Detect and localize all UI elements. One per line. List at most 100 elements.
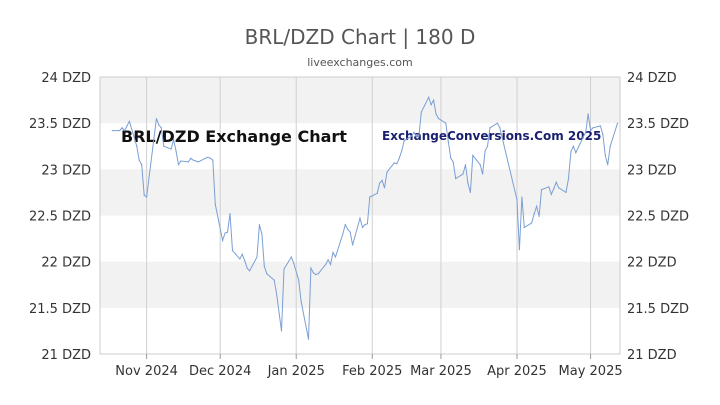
data-point (327, 259, 329, 261)
y-tick-label-right: 22.5 DZD (627, 210, 689, 225)
data-point (369, 196, 371, 198)
data-point (366, 223, 368, 225)
data-point (602, 133, 604, 135)
watermark-right: ExchangeConversions.Com 2025 (382, 129, 601, 143)
data-point (187, 161, 189, 163)
data-point (496, 122, 498, 124)
data-point (484, 150, 486, 152)
data-point (521, 196, 523, 198)
data-point (418, 135, 420, 137)
data-point (565, 191, 567, 194)
data-point (589, 129, 592, 132)
data-point (315, 273, 317, 276)
data-point (585, 131, 587, 133)
y-axis-labels: 24 DZD 24 DZD 23.5 DZD 23.5 DZD 23 DZD 23 DZD… (29, 71, 689, 363)
data-point (283, 268, 285, 270)
data-point (553, 188, 555, 190)
chart-title: BRL/DZD Chart | 180 D (244, 25, 476, 49)
data-point (263, 265, 265, 267)
x-tick-label: Jan 2025 (267, 364, 325, 379)
vertical-gridlines (146, 77, 592, 354)
data-point (550, 193, 552, 195)
data-point (349, 231, 351, 233)
y-tick-label-left: 22.5 DZD (29, 210, 91, 225)
data-point (379, 182, 381, 184)
data-point (119, 129, 121, 132)
data-point (175, 150, 177, 152)
data-point (300, 300, 302, 302)
data-point (239, 258, 241, 260)
data-point (293, 262, 295, 265)
data-point (469, 191, 471, 194)
data-point (359, 217, 361, 219)
background-band (100, 77, 620, 124)
data-point (531, 222, 533, 224)
data-point (222, 239, 224, 242)
background-bands (100, 77, 620, 308)
data-point (486, 145, 489, 147)
y-tick-label-right: 23 DZD (627, 163, 677, 178)
chart-subtitle: liveexchanges.com (307, 56, 413, 69)
y-tick-label-right: 22 DZD (627, 256, 677, 271)
data-point (170, 148, 172, 150)
data-point (437, 117, 440, 120)
data-point (536, 205, 538, 207)
data-point (138, 159, 140, 161)
data-point (180, 160, 182, 162)
y-tick-label-left: 22 DZD (41, 256, 91, 271)
data-point (204, 157, 207, 159)
data-point (344, 224, 346, 226)
data-point (160, 127, 162, 129)
data-point (347, 228, 349, 230)
data-point (540, 189, 543, 191)
y-tick-label-right: 21.5 DZD (627, 302, 689, 317)
data-point (155, 117, 158, 120)
data-point (518, 249, 521, 251)
data-point (342, 233, 344, 235)
background-band (100, 169, 620, 216)
data-point (197, 161, 199, 163)
data-point (403, 140, 405, 142)
data-point (146, 196, 148, 198)
data-point (570, 151, 572, 153)
data-point (538, 215, 540, 218)
data-point (312, 272, 314, 274)
data-point (558, 187, 560, 189)
data-point (489, 127, 491, 129)
background-band (100, 261, 620, 308)
data-point (462, 173, 464, 175)
data-point (352, 244, 354, 246)
data-point (143, 194, 145, 196)
data-point (381, 179, 383, 182)
y-tick-label-left: 23.5 DZD (29, 117, 91, 132)
data-point (307, 338, 310, 340)
data-point (393, 162, 395, 164)
y-tick-label-left: 21 DZD (41, 348, 91, 363)
data-point (190, 157, 192, 159)
data-point (207, 156, 209, 158)
data-point (383, 187, 386, 189)
data-point (604, 154, 606, 157)
data-point (587, 113, 589, 115)
data-point (435, 113, 437, 115)
data-point (472, 154, 474, 157)
data-point (261, 233, 263, 235)
watermark-left: BRL/DZD Exchange Chart (121, 127, 347, 146)
y-tick-label-right: 23.5 DZD (627, 117, 689, 132)
data-point (523, 226, 525, 229)
data-point (153, 137, 155, 139)
data-point (310, 267, 312, 269)
data-point (163, 145, 165, 147)
data-point (467, 182, 469, 184)
data-point (192, 159, 194, 161)
data-point (177, 164, 180, 166)
data-point (325, 263, 327, 266)
data-point (273, 279, 275, 281)
data-point (430, 104, 432, 106)
data-point (401, 150, 403, 152)
data-point (246, 267, 248, 269)
data-point (609, 145, 611, 147)
data-point (241, 253, 243, 255)
data-point (329, 263, 332, 266)
